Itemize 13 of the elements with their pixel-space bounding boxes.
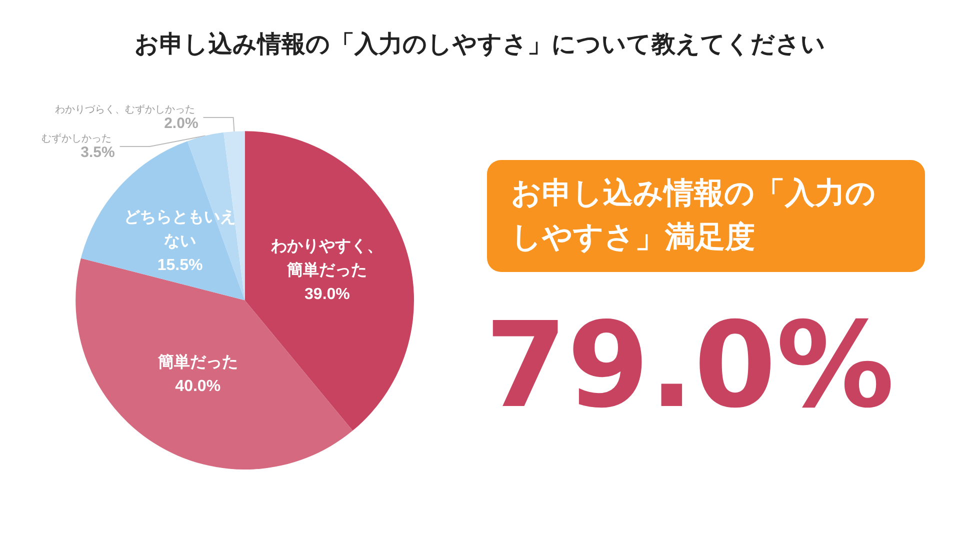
slice-label: わかりづらく、むずかしかった [54,103,195,116]
text: 79.0% [485,295,896,436]
data-label: 15.5% [157,256,203,274]
data-label: 2.0% [164,114,198,132]
slice-label: わかりやすく、簡単だった [270,238,384,280]
text: お申し込み情報の「入力のしやすさ」満足度 [487,160,925,272]
slice-label: むずかしかった [41,132,112,144]
text: お申し込み情報の「入力のしやすさ」について教えてください [134,29,826,60]
data-label: 3.5% [80,144,115,161]
data-label: 39.0% [304,286,350,304]
slice-label: どちらともいえない [124,208,236,250]
data-label: 40.0% [175,378,221,395]
slice-label: 簡単だった [156,352,238,371]
